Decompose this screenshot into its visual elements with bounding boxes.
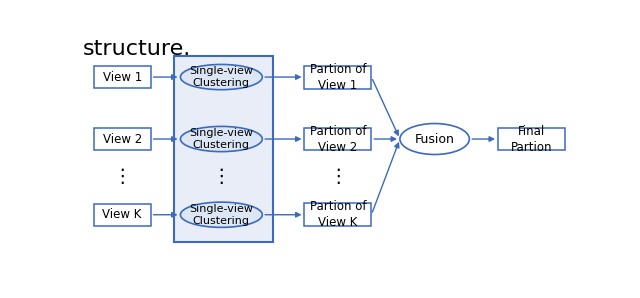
- Text: Partion of
View K: Partion of View K: [310, 200, 366, 229]
- FancyBboxPatch shape: [305, 128, 371, 150]
- Ellipse shape: [180, 64, 262, 90]
- Text: Fusion: Fusion: [415, 133, 454, 145]
- Text: ⋮: ⋮: [212, 167, 231, 186]
- Ellipse shape: [180, 126, 262, 152]
- Text: View 1: View 1: [102, 71, 142, 83]
- Ellipse shape: [400, 124, 469, 154]
- Text: Single-view
Clustering: Single-view Clustering: [189, 204, 253, 226]
- Text: View 2: View 2: [102, 133, 142, 145]
- Text: Single-view
Clustering: Single-view Clustering: [189, 128, 253, 150]
- FancyBboxPatch shape: [93, 66, 150, 88]
- Text: Partion of
View 1: Partion of View 1: [310, 63, 366, 91]
- FancyBboxPatch shape: [305, 203, 371, 226]
- FancyBboxPatch shape: [174, 56, 273, 242]
- FancyBboxPatch shape: [498, 128, 565, 150]
- FancyBboxPatch shape: [93, 128, 150, 150]
- Text: View K: View K: [102, 208, 142, 221]
- Text: structure.: structure.: [83, 39, 191, 59]
- Text: Partion of
View 2: Partion of View 2: [310, 125, 366, 153]
- Text: Final
Partion: Final Partion: [511, 125, 552, 153]
- FancyBboxPatch shape: [305, 66, 371, 89]
- Text: Single-view
Clustering: Single-view Clustering: [189, 66, 253, 88]
- FancyBboxPatch shape: [93, 204, 150, 226]
- Ellipse shape: [180, 202, 262, 227]
- Text: ⋮: ⋮: [328, 167, 348, 186]
- Text: ⋮: ⋮: [113, 167, 132, 186]
